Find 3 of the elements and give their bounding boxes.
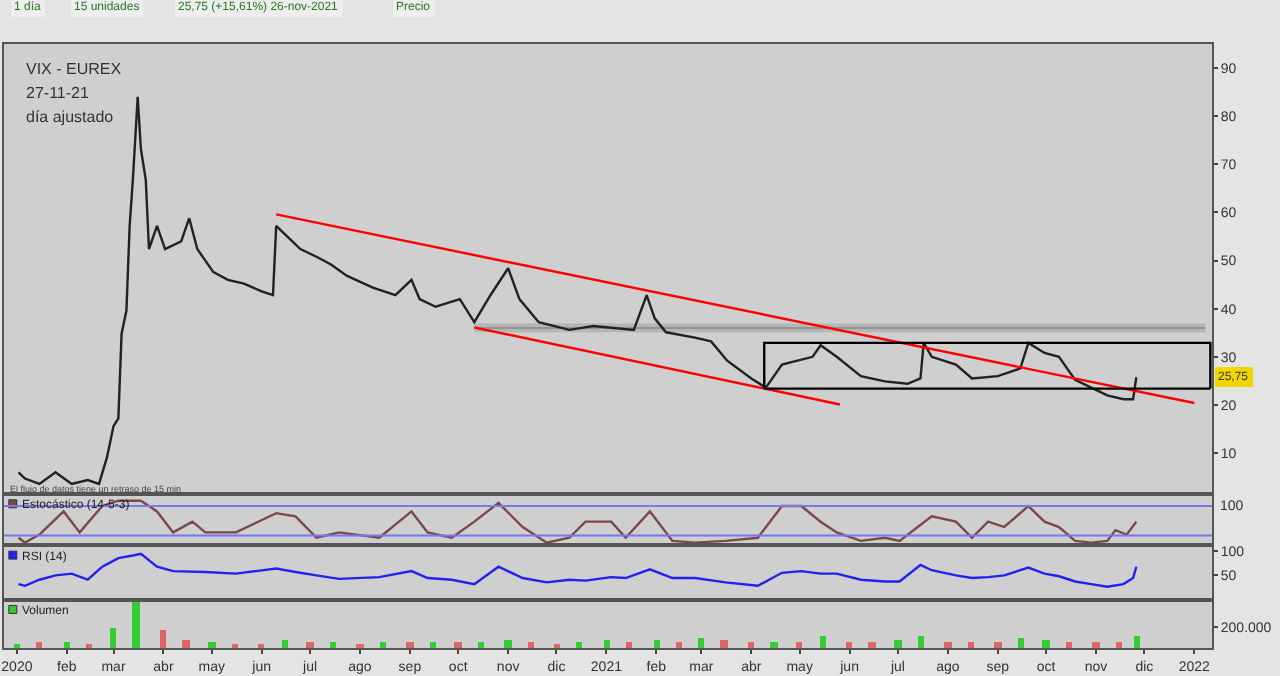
text: VIX - EUREX [26, 60, 123, 78]
annotation: día ajustado [26, 108, 115, 126]
text: 27-11-21 [26, 84, 90, 102]
